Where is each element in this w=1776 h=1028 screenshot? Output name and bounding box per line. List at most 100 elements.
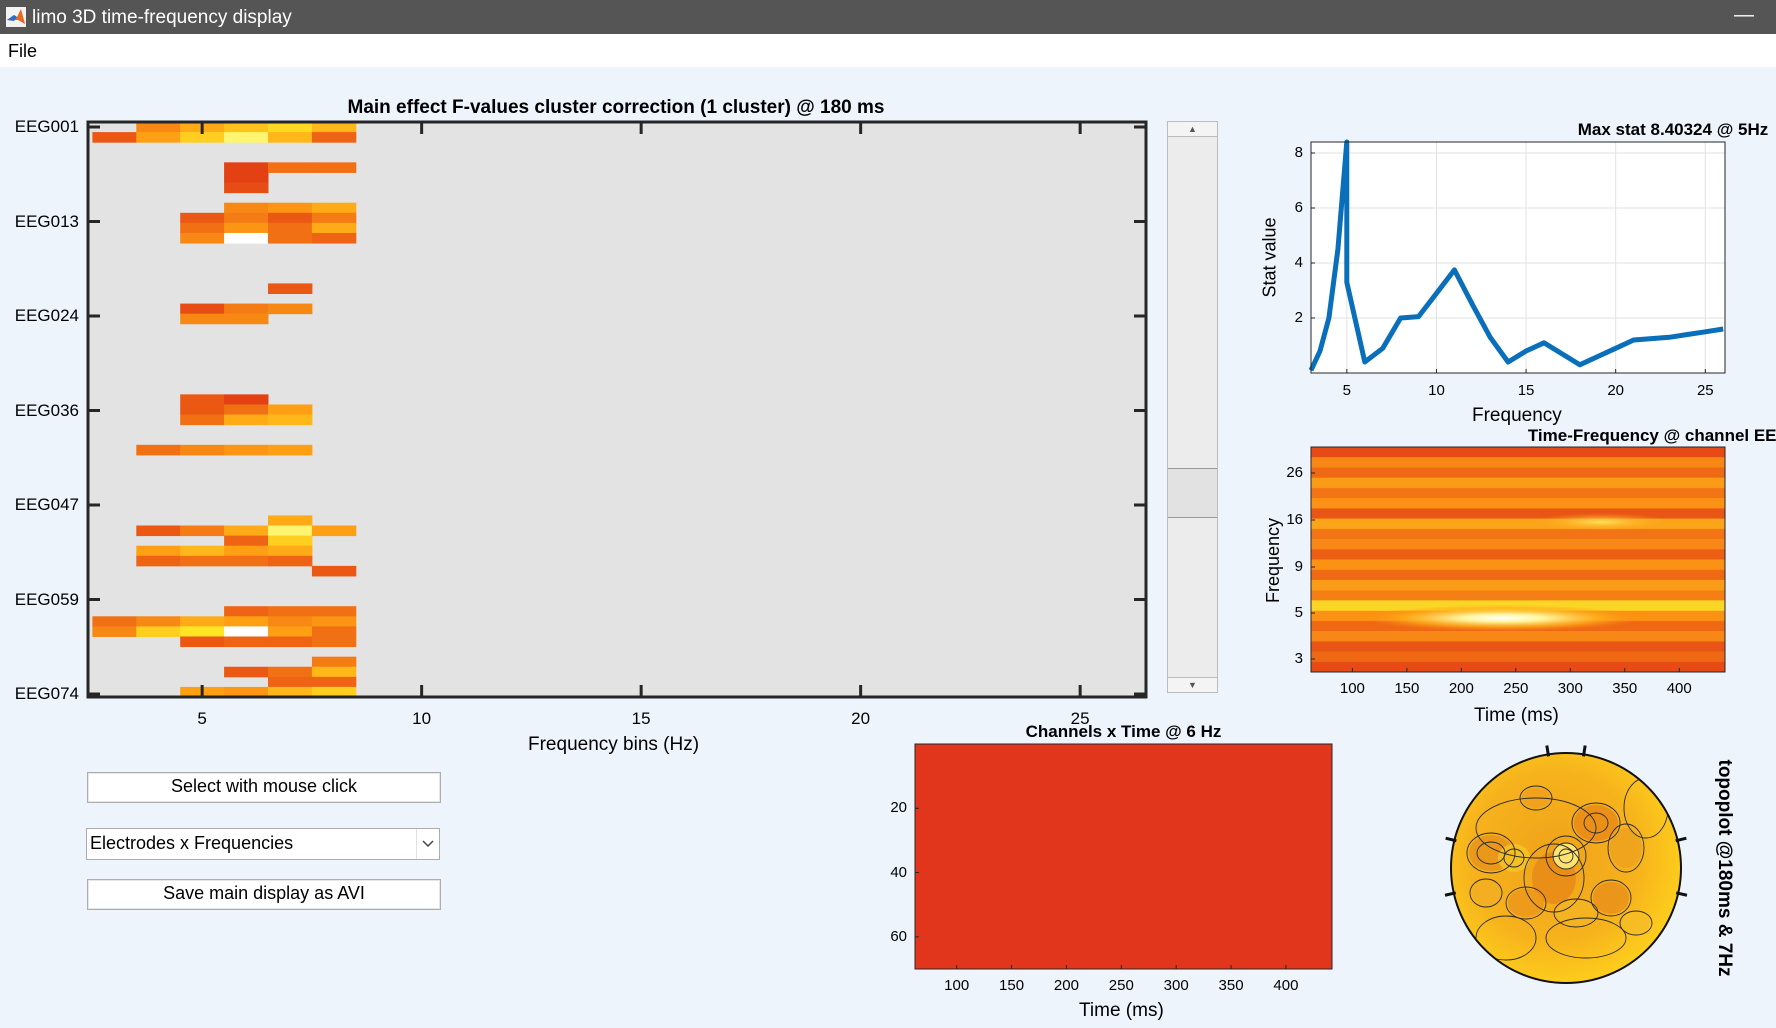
heatmap-cell [224, 606, 269, 617]
heatmap-cell [224, 162, 269, 173]
heatmap-cell [224, 414, 269, 426]
menu-bar: File [0, 34, 1776, 67]
topo-contour [1590, 879, 1632, 917]
window-title: limo 3D time-frequency display [32, 7, 292, 28]
heatmap-cell [311, 676, 357, 688]
heatmap-cell [180, 444, 225, 456]
scrollbar-thumb[interactable] [1168, 468, 1217, 518]
tf-band [1311, 447, 1725, 458]
heatmap-cell [267, 444, 313, 456]
heatmap-cell [224, 404, 269, 416]
y-tick-label: 8 [1294, 144, 1303, 161]
topo-edge-mark [1581, 745, 1587, 757]
channel-tick-label: EEG074 [14, 684, 79, 703]
heatmap-cell [224, 232, 269, 244]
topo-contour [1466, 832, 1516, 874]
heatmap-cell [311, 565, 357, 577]
topo-contour [1503, 848, 1525, 868]
x-tick-label: 10 [1428, 382, 1445, 399]
heatmap-cell [180, 394, 225, 405]
main-plot-xlabel: Frequency bins (Hz) [528, 734, 700, 755]
ct-plot-area [915, 744, 1332, 969]
x-tick-label: 200 [1448, 680, 1474, 697]
tf-band [1311, 631, 1725, 642]
y-tick-label: 6 [1294, 199, 1303, 216]
tf-band [1311, 487, 1725, 499]
heatmap-cell [92, 132, 137, 143]
topo-edge-mark [1445, 836, 1457, 843]
topo-contour [1619, 910, 1653, 936]
heatmap-cell [311, 232, 357, 244]
save-avi-button[interactable]: Save main display as AVI [87, 879, 441, 910]
heatmap-cell [180, 313, 225, 325]
select-with-mouse-click-button[interactable]: Select with mouse click [87, 772, 441, 803]
heatmap-cell [136, 545, 181, 557]
tf-plot-title: Time-Frequency @ channel EEG050 [1527, 426, 1776, 445]
scroll-up-icon[interactable]: ▲ [1168, 122, 1217, 137]
topo-blob [1574, 805, 1618, 841]
topo-contour [1571, 802, 1621, 844]
topo-contour [1475, 915, 1537, 961]
x-tick-label: 20 [851, 709, 871, 728]
tf-band [1311, 579, 1725, 591]
topo-blob [1593, 882, 1629, 914]
topo-contour [1553, 898, 1599, 928]
heatmap-cell [180, 404, 225, 416]
topo-edge-mark [1444, 891, 1457, 897]
heatmap-cell [267, 132, 313, 143]
heatmap-cell [224, 616, 269, 627]
heatmap-cell [180, 616, 225, 627]
heatmap-cell [224, 202, 269, 214]
topo-head-outline [1450, 752, 1682, 984]
topoplot-label: topoplot @180ms & 7Hz [1714, 759, 1735, 977]
view-mode-dropdown[interactable]: Electrodes x Frequencies [86, 828, 440, 860]
max-stat-title: Max stat 8.40324 @ 5Hz [1577, 120, 1769, 139]
line-plot-frame [1310, 141, 1726, 374]
topo-contour [1476, 841, 1506, 865]
x-tick-label: 5 [1342, 382, 1352, 399]
heatmap-cell [136, 444, 181, 456]
heatmap-cell [224, 182, 269, 194]
heatmap-cell [311, 636, 357, 648]
topo-blob [1472, 881, 1500, 905]
x-tick-label: 350 [1218, 977, 1244, 994]
topo-blob [1610, 828, 1642, 868]
heatmap-cell [136, 525, 181, 537]
heatmap-cell [311, 212, 357, 224]
heatmap-cell [136, 626, 181, 637]
x-tick-label: 15 [1517, 382, 1535, 399]
scroll-down-icon[interactable]: ▼ [1168, 677, 1217, 692]
heatmap-cell [224, 525, 269, 537]
x-tick-label: 400 [1666, 680, 1692, 697]
heatmap-cell [180, 303, 225, 315]
topo-contour [1505, 886, 1547, 920]
heatmap-cell [267, 515, 313, 527]
y-tick-label: 16 [1286, 511, 1303, 528]
heatmap-cell [92, 626, 137, 637]
menu-file[interactable]: File [8, 41, 38, 61]
tf-hotspot [1363, 605, 1643, 631]
heatmap-cell [224, 212, 269, 224]
ct-plot-xlabel: Time (ms) [1079, 1000, 1164, 1021]
minimize-icon[interactable]: — [1734, 4, 1754, 26]
main-plot-title: Main effect F-values cluster correction … [347, 97, 885, 118]
heatmap-cell [311, 122, 357, 133]
tf-hotspot [1531, 513, 1671, 531]
heatmap-cell [224, 132, 269, 143]
topo-contour [1552, 842, 1580, 870]
heatmap-cell [136, 616, 181, 627]
topo-contour [1607, 823, 1645, 873]
heatmap-cell [180, 414, 225, 426]
y-tick-label: 40 [890, 863, 907, 881]
heatmap-cell [311, 686, 357, 698]
tf-band [1311, 457, 1725, 468]
channel-scrollbar[interactable]: ▲ ▼ [1167, 121, 1218, 693]
channel-tick-label: EEG036 [14, 400, 79, 420]
heatmap-cell [224, 535, 269, 547]
tf-band [1311, 651, 1725, 663]
chevron-down-icon[interactable] [416, 829, 439, 859]
x-tick-label: 350 [1612, 680, 1638, 697]
